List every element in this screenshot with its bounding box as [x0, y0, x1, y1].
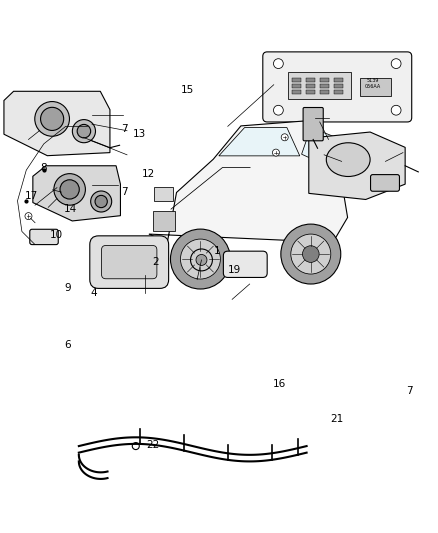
Circle shape — [35, 102, 70, 136]
Bar — [360, 78, 391, 96]
Text: 5139
056AA: 5139 056AA — [364, 78, 381, 89]
Bar — [155, 188, 173, 201]
Text: 21: 21 — [330, 414, 343, 424]
FancyBboxPatch shape — [263, 52, 412, 122]
Circle shape — [281, 134, 288, 141]
PathPatch shape — [149, 121, 348, 243]
Bar — [335, 90, 343, 94]
Text: 9: 9 — [64, 282, 71, 293]
Circle shape — [291, 234, 331, 274]
Circle shape — [272, 149, 279, 156]
Circle shape — [391, 106, 401, 115]
Circle shape — [273, 106, 283, 115]
Bar — [335, 78, 343, 82]
Text: 7: 7 — [121, 187, 128, 197]
Text: 1: 1 — [213, 246, 220, 256]
Circle shape — [273, 59, 283, 69]
Bar — [321, 84, 329, 88]
FancyBboxPatch shape — [102, 246, 157, 279]
Bar — [335, 84, 343, 88]
Circle shape — [196, 254, 207, 265]
Circle shape — [391, 59, 401, 69]
FancyBboxPatch shape — [90, 236, 169, 288]
Bar — [307, 84, 315, 88]
FancyBboxPatch shape — [223, 251, 267, 278]
Text: 12: 12 — [141, 168, 155, 179]
Text: 16: 16 — [273, 379, 286, 389]
FancyBboxPatch shape — [303, 108, 323, 141]
Circle shape — [41, 107, 64, 131]
Circle shape — [170, 229, 230, 289]
Bar — [293, 78, 301, 82]
Text: 8: 8 — [40, 163, 47, 173]
FancyBboxPatch shape — [30, 229, 58, 245]
Circle shape — [303, 246, 319, 262]
Bar — [293, 90, 301, 94]
Circle shape — [180, 239, 220, 279]
Text: 17: 17 — [25, 191, 38, 201]
Circle shape — [281, 224, 341, 284]
Bar — [293, 84, 301, 88]
Bar — [152, 211, 175, 231]
Ellipse shape — [326, 143, 370, 176]
Circle shape — [54, 174, 85, 205]
Text: 22: 22 — [146, 440, 159, 450]
Text: 14: 14 — [64, 204, 77, 214]
Text: 7: 7 — [121, 124, 128, 134]
Circle shape — [191, 249, 212, 271]
Circle shape — [77, 124, 91, 138]
Text: 13: 13 — [133, 129, 146, 139]
FancyBboxPatch shape — [371, 175, 399, 191]
PathPatch shape — [4, 91, 110, 156]
Bar — [307, 78, 315, 82]
Bar — [321, 90, 329, 94]
Bar — [307, 90, 315, 94]
Circle shape — [132, 442, 139, 449]
Text: 6: 6 — [64, 341, 71, 350]
Text: 10: 10 — [49, 230, 63, 240]
Circle shape — [95, 196, 107, 208]
PathPatch shape — [309, 132, 405, 199]
PathPatch shape — [33, 166, 120, 221]
Bar — [288, 71, 351, 99]
PathPatch shape — [302, 127, 339, 171]
Text: 2: 2 — [152, 257, 159, 267]
Circle shape — [192, 251, 209, 268]
Text: 4: 4 — [91, 288, 98, 298]
Circle shape — [60, 180, 79, 199]
Circle shape — [25, 213, 32, 220]
Text: 7: 7 — [406, 386, 413, 397]
Text: 15: 15 — [181, 85, 194, 95]
Text: 19: 19 — [228, 265, 241, 275]
Circle shape — [72, 119, 95, 143]
Bar — [321, 78, 329, 82]
Circle shape — [91, 191, 112, 212]
PathPatch shape — [219, 127, 300, 156]
